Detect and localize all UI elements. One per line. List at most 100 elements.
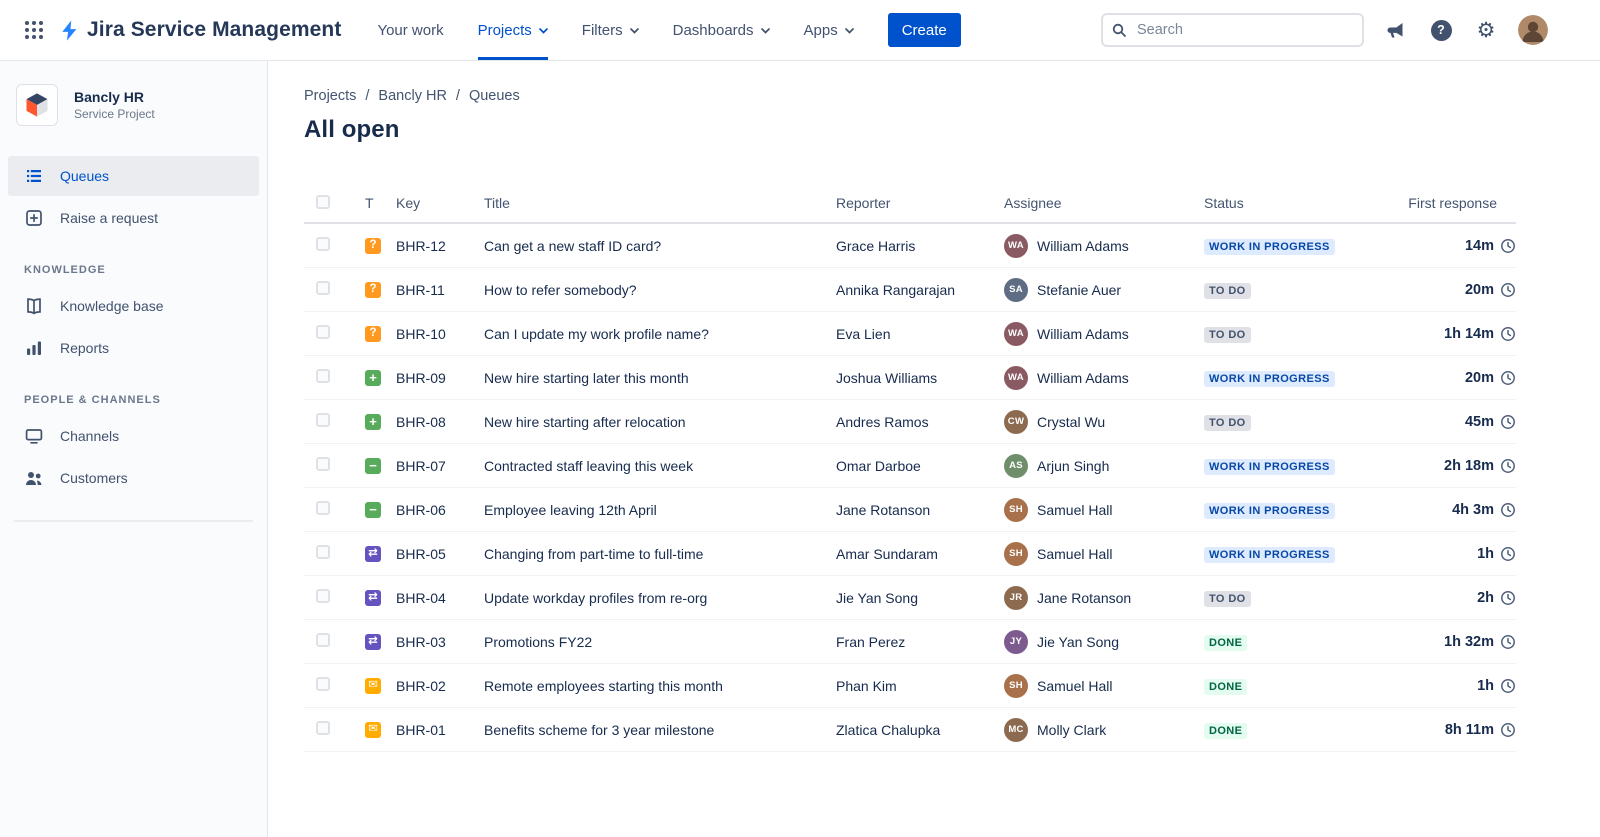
table-row[interactable]: + BHR-08 New hire starting after relocat… xyxy=(304,400,1516,444)
issue-title[interactable]: Update workday profiles from re-org xyxy=(484,589,708,606)
nav-projects[interactable]: Projects xyxy=(477,0,548,60)
issue-title[interactable]: New hire starting after relocation xyxy=(484,413,686,430)
table-row[interactable]: ✉ BHR-01 Benefits scheme for 3 year mile… xyxy=(304,708,1516,752)
sidebar-item-customers[interactable]: Customers xyxy=(8,458,259,498)
row-checkbox[interactable] xyxy=(316,369,330,383)
sidebar-item-raise-request[interactable]: Raise a request xyxy=(8,198,259,238)
issue-type-icon: + xyxy=(365,369,381,386)
table-row[interactable]: ? BHR-11 How to refer somebody? Annika R… xyxy=(304,268,1516,312)
issue-title[interactable]: Can I update my work profile name? xyxy=(484,325,709,342)
sidebar-item-label: Knowledge base xyxy=(60,298,164,314)
issue-title[interactable]: New hire starting later this month xyxy=(484,369,689,386)
first-response-time: 1h 14m xyxy=(1444,325,1494,342)
assignee-name: Samuel Hall xyxy=(1037,677,1113,694)
first-response-time: 45m xyxy=(1464,413,1494,430)
issue-title[interactable]: Promotions FY22 xyxy=(484,633,593,650)
row-checkbox[interactable] xyxy=(316,237,330,251)
first-response-time: 1h 32m xyxy=(1444,633,1494,650)
nav-filters[interactable]: Filters xyxy=(582,0,639,60)
row-checkbox[interactable] xyxy=(316,457,330,471)
column-header-status: Status xyxy=(1204,195,1244,211)
status-badge: WORK IN PROGRESS xyxy=(1204,458,1335,475)
app-switcher-icon[interactable] xyxy=(24,20,44,40)
issue-key[interactable]: BHR-08 xyxy=(396,413,446,430)
sidebar-item-channels[interactable]: Channels xyxy=(8,416,259,456)
search-input[interactable] xyxy=(1101,13,1364,47)
issue-key[interactable]: BHR-10 xyxy=(396,325,446,342)
first-response-time: 2h xyxy=(1477,589,1494,606)
table-row[interactable]: ⇄ BHR-03 Promotions FY22 Fran Perez JY J… xyxy=(304,620,1516,664)
sidebar-item-queues[interactable]: Queues xyxy=(8,156,259,196)
nav-apps[interactable]: Apps xyxy=(804,0,854,60)
table-row[interactable]: − BHR-06 Employee leaving 12th April Jan… xyxy=(304,488,1516,532)
column-header-type: T xyxy=(365,195,374,211)
clock-icon xyxy=(1500,502,1516,518)
issue-title[interactable]: Contracted staff leaving this week xyxy=(484,457,694,474)
assignee-avatar: WA xyxy=(1004,233,1028,258)
page-title: All open xyxy=(304,116,400,143)
issue-key[interactable]: BHR-12 xyxy=(396,237,446,254)
user-avatar[interactable] xyxy=(1518,15,1548,45)
row-checkbox[interactable] xyxy=(316,325,330,339)
status-badge: WORK IN PROGRESS xyxy=(1204,238,1335,255)
row-checkbox[interactable] xyxy=(316,589,330,603)
table-row[interactable]: ⇄ BHR-05 Changing from part-time to full… xyxy=(304,532,1516,576)
row-checkbox[interactable] xyxy=(316,413,330,427)
chevron-down-icon xyxy=(538,28,548,34)
issue-title[interactable]: Benefits scheme for 3 year milestone xyxy=(484,721,715,738)
first-response-time: 8h 11m xyxy=(1444,721,1494,738)
breadcrumb-projects[interactable]: Projects xyxy=(304,88,357,104)
reporter-name: Jane Rotanson xyxy=(836,501,931,518)
issue-title[interactable]: Remote employees starting this month xyxy=(484,677,723,694)
first-response-time: 4h 3m xyxy=(1452,501,1494,518)
row-checkbox[interactable] xyxy=(316,281,330,295)
breadcrumb-queues[interactable]: Queues xyxy=(468,88,520,104)
issue-title[interactable]: How to refer somebody? xyxy=(484,281,637,298)
issue-key[interactable]: BHR-09 xyxy=(396,369,446,386)
sidebar-section-title: KNOWLEDGE xyxy=(24,264,106,276)
sidebar-section-title: PEOPLE & CHANNELS xyxy=(24,394,161,406)
help-icon[interactable]: ? xyxy=(1428,17,1454,43)
issue-key[interactable]: BHR-07 xyxy=(396,457,446,474)
issue-key[interactable]: BHR-06 xyxy=(396,501,446,518)
sidebar-item-knowledge-base[interactable]: Knowledge base xyxy=(8,286,259,326)
row-checkbox[interactable] xyxy=(316,721,330,735)
table-row[interactable]: − BHR-07 Contracted staff leaving this w… xyxy=(304,444,1516,488)
issue-type-icon: ? xyxy=(365,325,381,342)
reporter-name: Amar Sundaram xyxy=(836,545,938,562)
issue-key[interactable]: BHR-11 xyxy=(396,281,445,298)
assignee-name: Molly Clark xyxy=(1037,721,1107,738)
issue-key[interactable]: BHR-05 xyxy=(396,545,446,562)
breadcrumb-project[interactable]: Bancly HR xyxy=(378,88,447,104)
row-checkbox[interactable] xyxy=(316,677,330,691)
status-badge: DONE xyxy=(1204,634,1248,651)
issue-key[interactable]: BHR-01 xyxy=(396,721,446,738)
sidebar-item-reports[interactable]: Reports xyxy=(8,328,259,368)
issue-title[interactable]: Changing from part-time to full-time xyxy=(484,545,704,562)
row-checkbox[interactable] xyxy=(316,545,330,559)
nav-dashboards[interactable]: Dashboards xyxy=(673,0,770,60)
assignee-name: Crystal Wu xyxy=(1037,413,1106,430)
announcement-icon[interactable] xyxy=(1383,17,1409,43)
issue-key[interactable]: BHR-04 xyxy=(396,589,446,606)
table-row[interactable]: ⇄ BHR-04 Update workday profiles from re… xyxy=(304,576,1516,620)
create-button[interactable]: Create xyxy=(887,13,961,47)
row-checkbox[interactable] xyxy=(316,501,330,515)
settings-gear-icon[interactable]: ⚙ xyxy=(1473,17,1499,43)
sidebar-divider[interactable] xyxy=(14,520,253,522)
sidebar-item-label: Customers xyxy=(60,470,128,486)
issue-key[interactable]: BHR-02 xyxy=(396,677,446,694)
project-header: Bancly HR Service Project xyxy=(0,84,267,126)
issue-title[interactable]: Can get a new staff ID card? xyxy=(484,237,662,254)
first-response-time: 20m xyxy=(1464,281,1494,298)
sidebar-item-label: Raise a request xyxy=(60,210,159,226)
table-row[interactable]: + BHR-09 New hire starting later this mo… xyxy=(304,356,1516,400)
table-row[interactable]: ? BHR-10 Can I update my work profile na… xyxy=(304,312,1516,356)
issue-title[interactable]: Employee leaving 12th April xyxy=(484,501,657,518)
select-all-checkbox[interactable] xyxy=(316,194,330,209)
issue-key[interactable]: BHR-03 xyxy=(396,633,446,650)
table-row[interactable]: ✉ BHR-02 Remote employees starting this … xyxy=(304,664,1516,708)
nav-your-work[interactable]: Your work xyxy=(377,0,443,60)
row-checkbox[interactable] xyxy=(316,633,330,647)
table-row[interactable]: ? BHR-12 Can get a new staff ID card? Gr… xyxy=(304,224,1516,268)
